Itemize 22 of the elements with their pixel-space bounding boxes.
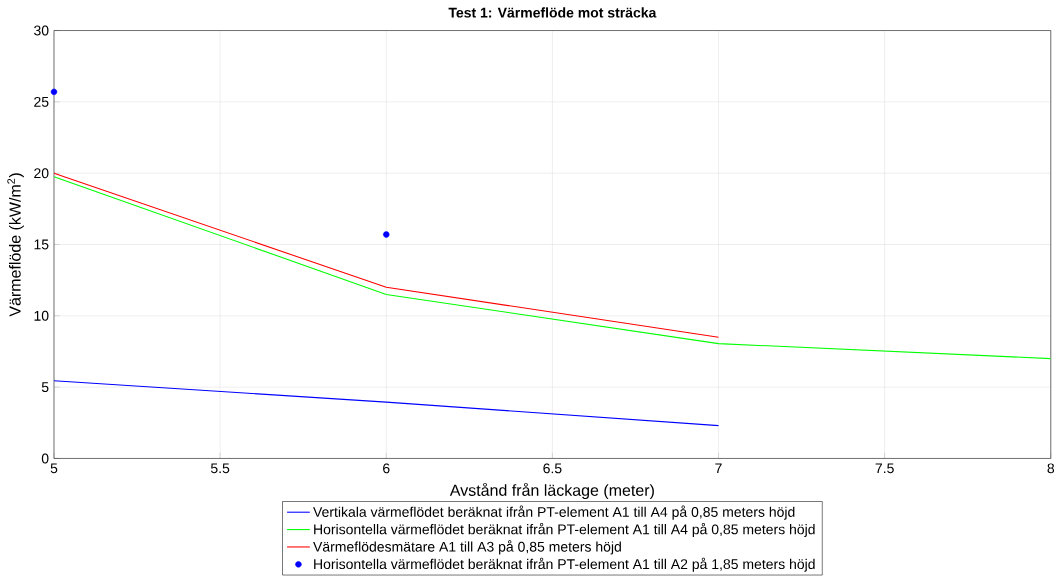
y-tick-label: 0 bbox=[41, 453, 49, 464]
x-axis-title: Avstånd från läckage (meter) bbox=[449, 482, 654, 500]
y-tick-label: 5 bbox=[41, 382, 49, 393]
legend-label: Vertikala värmeflödet beräknat ifrån PT-element A1 till A4 på 0,85 meters höjd bbox=[313, 505, 795, 520]
y-tick-label: 25 bbox=[34, 96, 49, 107]
y-tick-label: 10 bbox=[34, 310, 49, 321]
x-tick-label: 7 bbox=[715, 463, 722, 474]
y-tick-label: 15 bbox=[34, 239, 49, 250]
legend-label: Horisontella värmeflödet beräknat ifrån PT-element A1 till A4 på 0,85 meters höjd bbox=[314, 522, 815, 538]
line-series bbox=[54, 176, 1051, 360]
x-tick-label: 5 bbox=[50, 463, 58, 474]
y-tick-label: 20 bbox=[34, 168, 49, 179]
y-tick-label: 30 bbox=[34, 25, 49, 36]
x-tick-label: 8 bbox=[1047, 463, 1055, 474]
x-tick-label: 5.5 bbox=[210, 463, 230, 474]
legend-label: Horisontella värmeflödet beräknat ifrån PT-element A1 till A2 på 1,85 meters höjd bbox=[314, 557, 815, 572]
x-tick-label: 6 bbox=[383, 463, 390, 474]
legend-label: Värmeflödesmätare A1 till A3 på 0,85 meters höjd bbox=[313, 540, 621, 555]
chart-title: Test 1: Värmeflöde mot sträcka bbox=[448, 7, 657, 18]
y-axis-title: Värmeflöde (kW/m$^{2}$) bbox=[7, 173, 24, 317]
x-tick-label: 7.5 bbox=[875, 463, 894, 474]
x-tick-label: 6.5 bbox=[543, 463, 562, 474]
